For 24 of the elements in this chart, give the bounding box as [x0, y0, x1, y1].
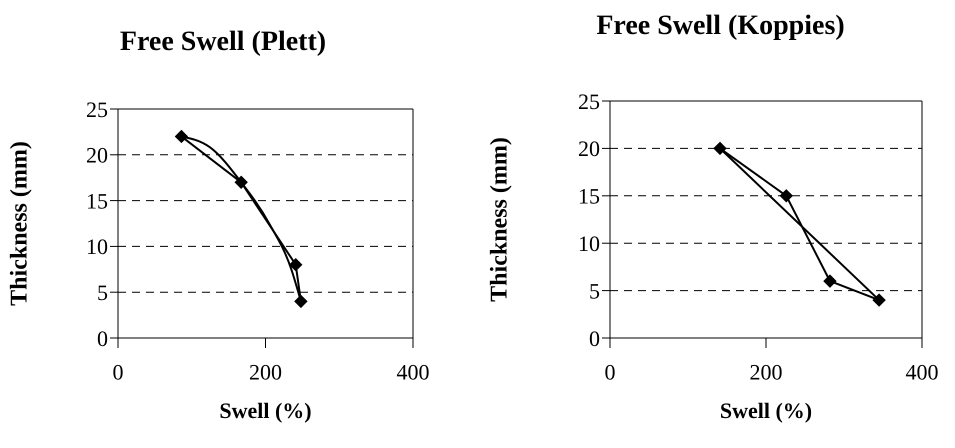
y-tick-label: 25 [578, 88, 600, 114]
y-axis-title: Thickness (mm) [486, 137, 513, 302]
y-tick-label: 10 [86, 234, 108, 260]
x-tick-label: 400 [906, 360, 938, 385]
chart-title: Free Swell (Plett) [118, 26, 328, 58]
y-tick-label: 15 [86, 188, 108, 214]
x-axis-title: Swell (%) [720, 398, 812, 423]
y-tick-label: 20 [578, 136, 600, 162]
y-tick-label: 10 [578, 231, 600, 256]
y-tick-label: 0 [589, 326, 600, 351]
y-axis-title: Thickness (mm) [6, 141, 33, 306]
x-tick-label: 200 [249, 360, 282, 385]
x-axis-title: Swell (%) [219, 398, 312, 423]
y-tick-label: 20 [86, 142, 108, 168]
y-tick-label: 5 [97, 280, 108, 306]
x-tick-label: 200 [750, 360, 782, 385]
x-tick-label: 400 [396, 360, 430, 385]
y-tick-label: 5 [589, 278, 600, 304]
y-tick-label: 25 [86, 96, 108, 122]
chart-title: Free Swell (Koppies) [595, 10, 846, 42]
y-tick-label: 0 [97, 326, 108, 351]
x-tick-label: 0 [112, 360, 124, 385]
y-tick-label: 15 [578, 184, 600, 209]
x-tick-label: 0 [604, 360, 616, 385]
